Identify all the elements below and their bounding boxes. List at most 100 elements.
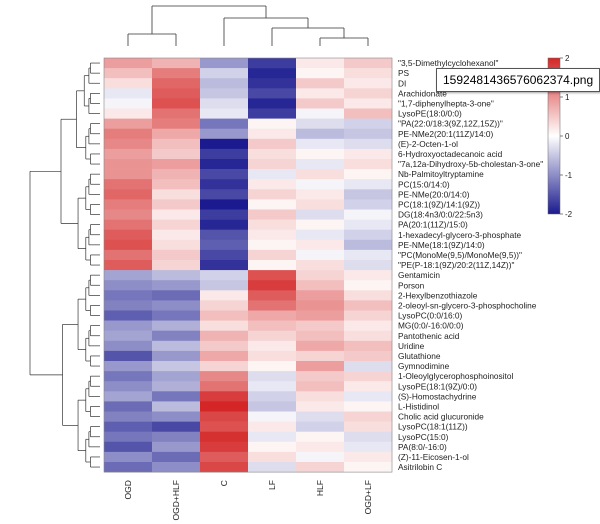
heatmap-cell	[104, 159, 153, 170]
heatmap-cell	[296, 391, 345, 402]
row-label: Gymnodimine	[398, 361, 450, 371]
heatmap-cell	[344, 361, 393, 372]
heatmap-cell	[104, 148, 153, 160]
heatmap-cell	[200, 138, 249, 150]
heatmap-cell	[152, 118, 201, 129]
column-label: C	[219, 480, 229, 486]
heatmap-cell	[344, 189, 393, 200]
row-label: Porson	[398, 280, 425, 290]
row-label: PA(8:0/-16:0)	[398, 442, 447, 452]
heatmap-cell	[344, 391, 393, 402]
heatmap-cell	[248, 88, 297, 99]
heatmap-cell	[248, 451, 297, 463]
heatmap-cell	[200, 68, 249, 79]
heatmap-cell	[296, 350, 345, 362]
heatmap-cell	[104, 391, 153, 402]
row-label: Cholic acid glucuronide	[398, 412, 484, 422]
heatmap-cell	[296, 159, 345, 170]
row-label: "3,5-Dimethylcyclohexanol"	[398, 58, 498, 68]
heatmap-cell	[200, 199, 249, 210]
heatmap-cell	[200, 371, 249, 382]
heatmap-cell	[296, 179, 345, 190]
heatmap-cell	[152, 280, 201, 291]
heatmap-cell	[152, 68, 201, 79]
colorbar-tick-label: -1	[565, 171, 573, 180]
heatmap-cell	[200, 189, 249, 200]
heatmap-cell	[200, 118, 249, 129]
heatmap-cell	[152, 260, 201, 271]
heatmap-cell	[248, 179, 297, 190]
heatmap-cell	[296, 411, 345, 422]
heatmap-cell	[248, 68, 297, 79]
heatmap-cell	[200, 350, 249, 362]
heatmap-cell	[344, 421, 393, 432]
heatmap-cell	[344, 401, 393, 412]
row-label: MG(0:0/-16:0/0:0)	[398, 321, 464, 331]
row-label: L-Histidinol	[398, 401, 439, 411]
heatmap-cell	[200, 148, 249, 160]
heatmap-cell	[104, 239, 153, 251]
heatmap-cell	[200, 300, 249, 311]
heatmap-cell	[296, 88, 345, 99]
heatmap-cell	[248, 199, 297, 210]
row-label: Uridine	[398, 341, 425, 351]
heatmap-cell	[296, 148, 345, 160]
heatmap-cell	[152, 300, 201, 311]
row-label: PE-NMe(18:1(9Z)/14:0)	[398, 240, 485, 250]
heatmap-cell	[296, 310, 345, 321]
heatmap-cell	[296, 361, 345, 372]
heatmap-cell	[248, 330, 297, 342]
row-label: LysoPC(15:0)	[398, 432, 449, 442]
heatmap-cell	[152, 128, 201, 140]
heatmap-cell	[248, 381, 297, 392]
heatmap-cell	[200, 401, 249, 412]
heatmap-cell	[248, 159, 297, 170]
heatmap-cell	[104, 330, 153, 342]
row-label: Arachidonate	[398, 88, 447, 98]
heatmap-cell	[296, 199, 345, 210]
heatmap-cell	[296, 371, 345, 382]
heatmap-cell	[152, 138, 201, 150]
row-label: LysoPC(0:0/16:0)	[398, 311, 462, 321]
heatmap-cell	[296, 239, 345, 251]
heatmap-cell	[104, 88, 153, 99]
heatmap-cell	[344, 260, 393, 271]
heatmap-cell	[296, 290, 345, 301]
heatmap-cell	[200, 320, 249, 331]
heatmap-cell	[200, 340, 249, 352]
heatmap-cell	[200, 159, 249, 170]
heatmap-cell	[200, 78, 249, 89]
heatmap-cell	[104, 209, 153, 220]
heatmap-cell	[200, 209, 249, 220]
row-label: "PC(MonoMe(9,5)/MonoMe(9,5))"	[398, 250, 522, 260]
heatmap-cell	[152, 229, 201, 241]
heatmap-cell	[344, 320, 393, 331]
heatmap-cell	[104, 381, 153, 392]
heatmap-cell	[344, 128, 393, 140]
heatmap-cell	[152, 108, 201, 119]
heatmap-cell	[296, 169, 345, 180]
column-label: LF	[267, 480, 277, 490]
heatmap-cell	[296, 270, 345, 281]
colorbar-tick-label: 1	[565, 93, 570, 102]
heatmap-cell	[104, 68, 153, 79]
heatmap-cell	[200, 128, 249, 140]
heatmap-cell	[200, 219, 249, 230]
heatmap-cell	[152, 381, 201, 392]
heatmap-cell	[344, 148, 393, 160]
heatmap-cell	[152, 391, 201, 402]
heatmap-cell	[248, 401, 297, 412]
heatmap-cell	[152, 58, 201, 69]
heatmap-cell	[200, 98, 249, 109]
heatmap-cell	[152, 249, 201, 261]
heatmap-cell	[248, 108, 297, 119]
heatmap-cell	[344, 88, 393, 99]
heatmap-cell	[344, 340, 393, 352]
heatmap-cell	[344, 169, 393, 180]
heatmap-cell	[104, 108, 153, 119]
heatmap-cell	[248, 189, 297, 200]
heatmap-cell	[344, 159, 393, 170]
heatmap-cell	[248, 138, 297, 150]
heatmap-cell	[344, 381, 393, 392]
